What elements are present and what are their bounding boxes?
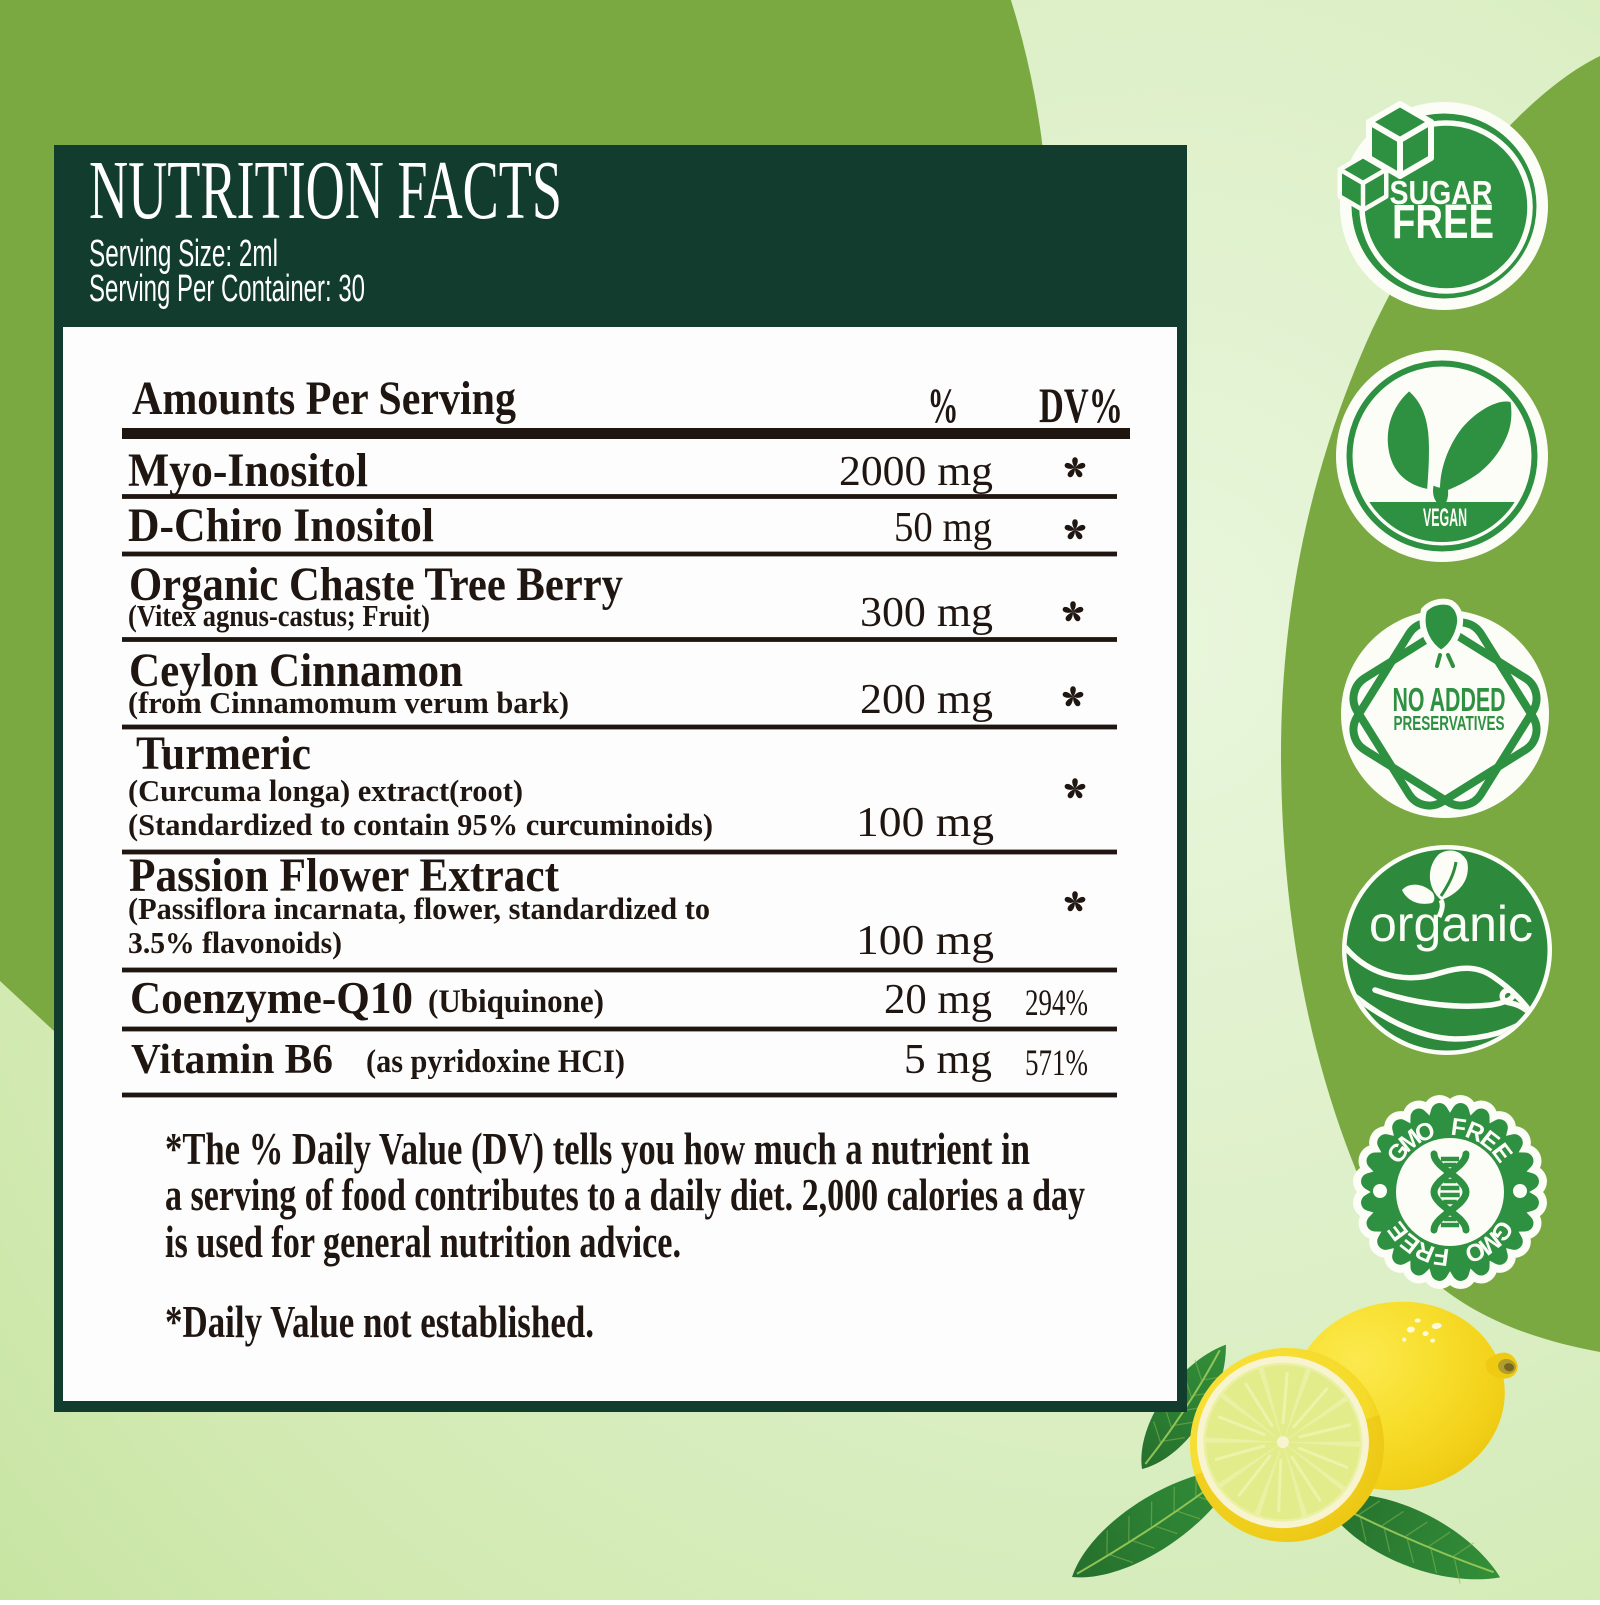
svg-text:F: F — [1449, 1114, 1467, 1143]
svg-text:Turmeric: Turmeric — [136, 727, 311, 780]
svg-text:(Vitex agnus-castus; Fruit): (Vitex agnus-castus; Fruit) — [128, 598, 430, 633]
svg-text:20 mg: 20 mg — [884, 977, 992, 1023]
svg-text:Vitamin B6: Vitamin B6 — [131, 1037, 333, 1083]
svg-text:Serving Per Container: 30: Serving Per Container: 30 — [89, 268, 365, 310]
svg-text:is used for general nutrition: is used for general nutrition advice. — [165, 1217, 681, 1267]
svg-text:300 mg: 300 mg — [860, 590, 993, 636]
svg-text:Coenzyme-Q10: Coenzyme-Q10 — [130, 973, 413, 1023]
svg-text:(as pyridoxine HCI): (as pyridoxine HCI) — [366, 1044, 625, 1080]
svg-text:NUTRITION FACTS: NUTRITION FACTS — [89, 144, 562, 237]
svg-text:(Passiflora incarnata, flower,: (Passiflora incarnata, flower, standardi… — [128, 891, 710, 926]
svg-text:100 mg: 100 mg — [856, 918, 994, 964]
svg-text:DV%: DV% — [1039, 377, 1123, 433]
svg-text:100 mg: 100 mg — [856, 800, 994, 846]
svg-text:F: F — [1432, 1242, 1450, 1271]
svg-text:50 mg: 50 mg — [894, 505, 992, 551]
svg-text:Myo-Inositol: Myo-Inositol — [128, 444, 368, 497]
svg-text:2000 mg: 2000 mg — [839, 449, 993, 495]
svg-text:Organic Chaste Tree Berry: Organic Chaste Tree Berry — [129, 558, 623, 611]
svg-text:(Standardized to contain 95% c: (Standardized to contain 95% curcuminoid… — [128, 807, 713, 842]
svg-text:(Ubiquinone): (Ubiquinone) — [428, 984, 604, 1020]
svg-text:VEGAN: VEGAN — [1423, 504, 1467, 532]
svg-text:5 mg: 5 mg — [904, 1037, 992, 1083]
svg-text:a serving of food contributes: a serving of food contributes to a daily… — [165, 1170, 1085, 1220]
svg-text:SUGAR: SUGAR — [1390, 174, 1493, 211]
svg-text:Amounts Per Serving: Amounts Per Serving — [132, 372, 516, 425]
svg-text:(from Cinnamomum verum bark): (from Cinnamomum verum bark) — [128, 685, 569, 720]
svg-text:200 mg: 200 mg — [860, 677, 993, 723]
svg-text:Ceylon Cinnamon: Ceylon Cinnamon — [129, 644, 463, 697]
svg-text:(Curcuma longa) extract(root): (Curcuma longa) extract(root) — [128, 773, 523, 808]
svg-text:3.5% flavonoids): 3.5% flavonoids) — [128, 925, 342, 960]
svg-text:*Daily Value not established.: *Daily Value not established. — [165, 1297, 594, 1347]
svg-text:D-Chiro Inositol: D-Chiro Inositol — [128, 499, 434, 552]
svg-text:FREE: FREE — [1392, 196, 1494, 249]
svg-text:*The % Daily Value (DV) tells: *The % Daily Value (DV) tells you how mu… — [165, 1124, 1030, 1174]
svg-text:Passion Flower Extract: Passion Flower Extract — [129, 849, 559, 902]
svg-text:Serving Size: 2ml: Serving Size: 2ml — [89, 233, 278, 275]
svg-text:NO ADDED: NO ADDED — [1393, 681, 1506, 718]
svg-text:organic: organic — [1369, 896, 1533, 952]
svg-text:294%: 294% — [1025, 983, 1088, 1024]
svg-text:%: % — [928, 377, 959, 433]
svg-text:571%: 571% — [1025, 1043, 1088, 1084]
svg-text:PRESERVATIVES: PRESERVATIVES — [1394, 712, 1505, 735]
